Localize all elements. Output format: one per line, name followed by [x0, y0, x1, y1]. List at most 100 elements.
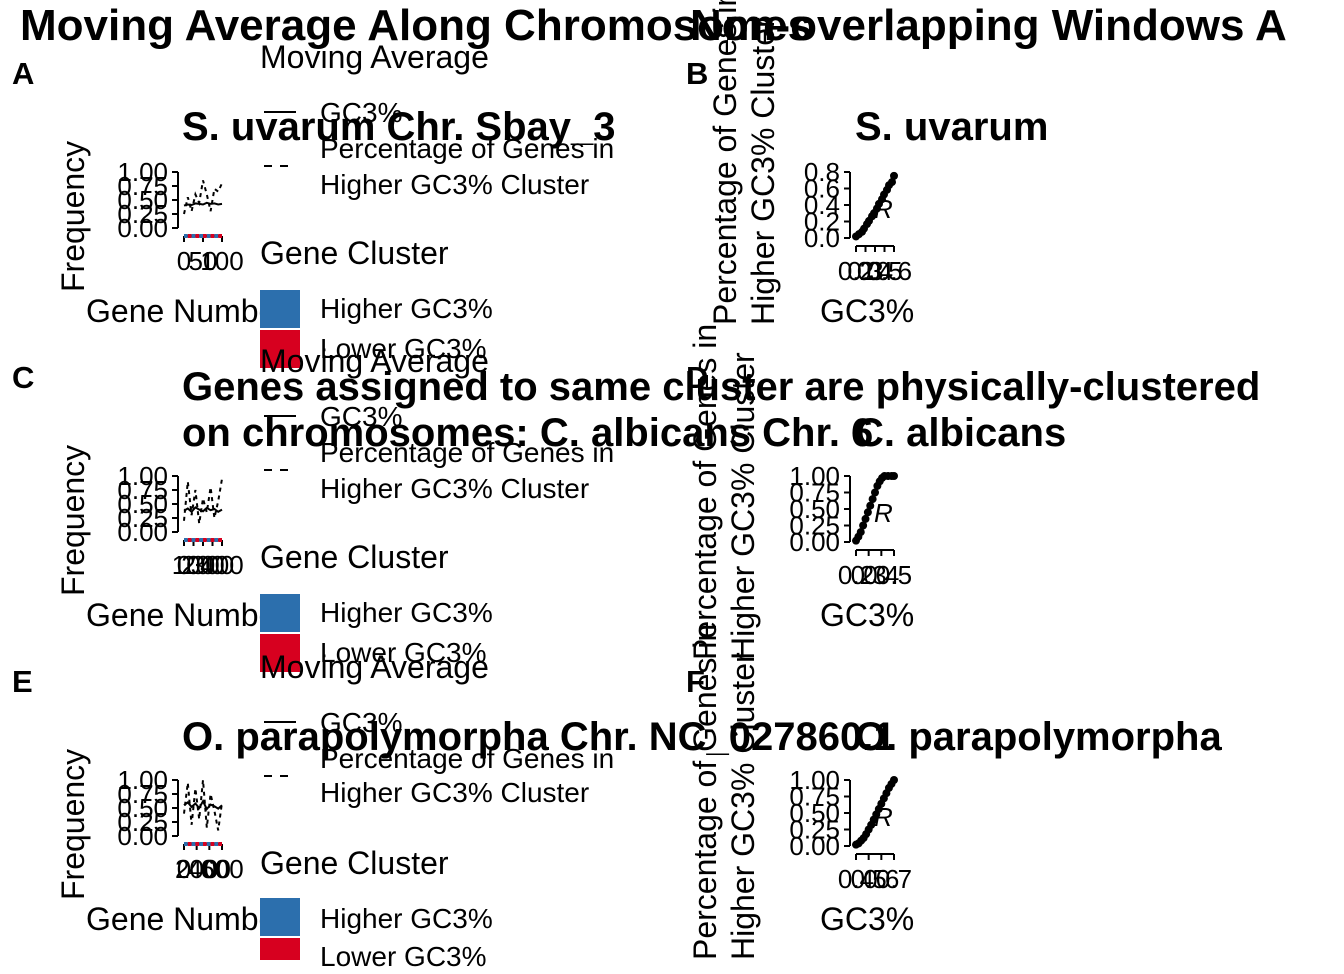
series-line-c-0 — [183, 506, 223, 514]
scatter-point-f — [890, 776, 898, 784]
y-tick-label-e: 0.75 — [117, 779, 168, 809]
scatter-point-d — [861, 514, 870, 523]
x-tick-label-e: 400 — [188, 854, 231, 884]
series-line-a-1 — [183, 180, 223, 215]
x-tick-label-b: 0.5 — [866, 256, 902, 286]
x-tick-label-b: 0.2 — [838, 256, 874, 286]
legend-gc3-e: GC3% — [320, 707, 403, 738]
scatter-point-d — [866, 501, 875, 510]
y-tick-label-d: 0.50 — [789, 494, 840, 524]
x-tick-label-d: 0.2 — [838, 560, 874, 590]
figure-title-right: Non-overlapping Windows A — [690, 1, 1287, 50]
panel-a-title: S. uvarum Chr. Sbay_3 — [182, 105, 616, 149]
y-tick-label-a: 0.50 — [117, 185, 168, 215]
y-tick-label-f: 0.25 — [789, 815, 840, 845]
legend-higher-a: Higher GC3% — [320, 293, 493, 324]
panel-a-xlabel: Gene Number — [86, 293, 287, 329]
gene-cluster-rug-e — [184, 842, 188, 846]
x-tick-label-f: 0.4 — [838, 864, 874, 894]
gene-cluster-rug-e — [199, 842, 203, 846]
x-tick-label-c: 300 — [191, 550, 234, 580]
legend-swatch-higher-a — [260, 290, 300, 328]
figure-title-left: Moving Average Along Chromosomes — [20, 1, 813, 50]
scatter-point-d — [868, 495, 877, 504]
y-tick-label-d: 1.00 — [789, 461, 840, 491]
legend-pct-e-1: Percentage of Genes in — [320, 743, 615, 774]
legend-lower-c: Lower GC3% — [320, 637, 487, 668]
y-tick-label-f: 0.75 — [789, 782, 840, 812]
gene-cluster-rug-a — [187, 234, 192, 238]
y-tick-label-b: 0.4 — [804, 190, 840, 220]
legend-line-title-e: Moving Average — [260, 649, 489, 685]
y-tick-label-c: 1.00 — [117, 461, 168, 491]
gene-cluster-rug-e — [203, 842, 207, 846]
panel-b-xlabel: GC3% — [820, 293, 915, 329]
x-tick-label-c: 200 — [181, 550, 224, 580]
panel-letter-b: B — [686, 56, 709, 91]
y-tick-label-b: 0.8 — [804, 157, 840, 187]
y-tick-label-d: 0.00 — [789, 527, 840, 557]
scatter-point-d — [871, 488, 879, 497]
y-tick-label-c: 0.00 — [117, 517, 168, 547]
x-tick-label-f: 0.7 — [876, 864, 912, 894]
panel-f-title: O. parapolymorpha — [855, 715, 1222, 759]
y-tick-label-a: 0.75 — [117, 171, 168, 201]
gene-cluster-rug-e — [210, 842, 215, 846]
panel-f-xlabel: GC3% — [820, 901, 915, 937]
legend-gc3-c: GC3% — [320, 401, 403, 432]
gene-cluster-rug-e — [191, 842, 196, 846]
legend-pct-a-2: Higher GC3% Cluster — [320, 169, 590, 200]
scatter-point-b — [890, 171, 898, 180]
x-tick-label-e: 200 — [175, 854, 218, 884]
panel-c-xlabel: Gene Number — [86, 597, 287, 633]
gene-cluster-rug-c — [206, 538, 211, 542]
legend-swatch-higher-c — [260, 594, 300, 632]
gene-cluster-rug-a — [199, 234, 203, 238]
legend-higher-e: Higher GC3% — [320, 903, 493, 934]
gene-cluster-rug-c — [203, 538, 207, 542]
panel-e-title: O. parapolymorpha Chr. NC_027860.1 — [182, 715, 896, 759]
x-tick-label-f: 0.6 — [863, 864, 899, 894]
gene-cluster-rug-a — [191, 234, 196, 238]
panel-b-title: S. uvarum — [855, 105, 1049, 149]
gene-cluster-rug-c — [195, 538, 200, 542]
y-tick-label-d: 0.75 — [789, 478, 840, 508]
y-tick-label-f: 0.00 — [789, 831, 840, 861]
gene-cluster-rug-c — [184, 538, 188, 542]
y-tick-label-e: 0.00 — [117, 821, 168, 851]
panel-letter-c: C — [12, 360, 35, 395]
panel-letter-a: A — [12, 56, 35, 91]
y-tick-label-c: 0.75 — [117, 475, 168, 505]
y-tick-label-e: 0.50 — [117, 793, 168, 823]
legend-cluster-title-a: Gene Cluster — [260, 235, 449, 271]
x-tick-label-d: 0.5 — [876, 560, 912, 590]
x-tick-label-c: 100 — [172, 550, 215, 580]
series-line-e-1 — [183, 779, 223, 831]
x-tick-label-d: 0.4 — [863, 560, 899, 590]
x-tick-label-e: 600 — [200, 854, 243, 884]
legend-pct-c-2: Higher GC3% Cluster — [320, 473, 590, 504]
y-tick-label-d: 0.25 — [789, 511, 840, 541]
panel-letter-f: F — [686, 664, 705, 699]
y-tick-label-c: 0.50 — [117, 489, 168, 519]
y-tick-label-a: 0.25 — [117, 199, 168, 229]
gene-cluster-rug-e — [218, 842, 222, 846]
gene-cluster-rug-e — [206, 842, 211, 846]
panel-letter-d: D — [686, 360, 709, 395]
x-tick-label-a: 0 — [177, 246, 191, 276]
x-tick-label-f: 0.5 — [851, 864, 887, 894]
legend-pct-c-1: Percentage of Genes in — [320, 437, 615, 468]
correlation-label-f: R — [874, 802, 893, 832]
y-tick-label-a: 1.00 — [117, 157, 168, 187]
panel-c-title-line2: on chromosomes: C. albicans Chr. 6 — [182, 411, 874, 455]
gene-cluster-rug-a — [184, 234, 188, 238]
y-tick-label-b: 0.6 — [804, 174, 840, 204]
x-tick-label-c: 0 — [177, 550, 191, 580]
y-tick-label-b: 0.0 — [804, 223, 840, 253]
legend-swatch-higher-e — [260, 898, 300, 936]
gene-cluster-rug-a — [214, 234, 219, 238]
gene-cluster-rug-a — [210, 234, 215, 238]
legend-line-title-c: Moving Average — [260, 343, 489, 379]
scatter-point-d — [863, 508, 872, 517]
